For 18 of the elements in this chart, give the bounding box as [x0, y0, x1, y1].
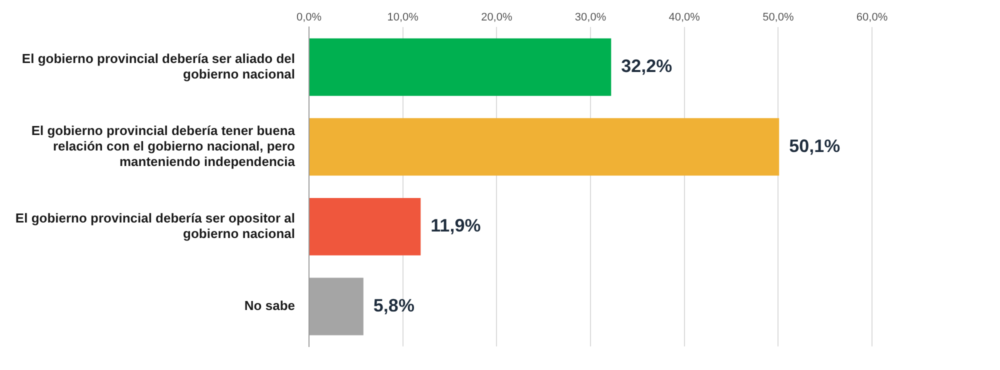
bar: [310, 38, 612, 96]
x-tick-label: 10,0%: [387, 12, 419, 24]
x-tick-label: 40,0%: [668, 12, 700, 24]
x-tick-label: 20,0%: [481, 12, 512, 24]
data-label: 32,2%: [621, 56, 672, 76]
data-label: 50,1%: [789, 136, 840, 156]
bar: [310, 198, 421, 256]
y-tick-label: El gobierno provincial debería tener buena relación con el gobierno nacional, pero manteniendo independencia: [31, 122, 296, 170]
x-tick-label: 50,0%: [762, 12, 794, 24]
x-tick-label: 0,0%: [296, 12, 322, 24]
bar: [310, 118, 780, 176]
y-tick-label: El gobierno provincial debería ser opositor al gobierno nacional: [15, 210, 295, 242]
data-label: 5,8%: [373, 295, 414, 316]
x-tick-label: 60,0%: [856, 12, 888, 24]
data-label: 11,9%: [430, 216, 481, 236]
y-tick-label: El gobierno provincial debería ser aliado del gobierno nacional: [22, 50, 295, 82]
y-tick-label: No sabe: [244, 298, 295, 314]
x-tick-label: 30,0%: [574, 12, 606, 24]
